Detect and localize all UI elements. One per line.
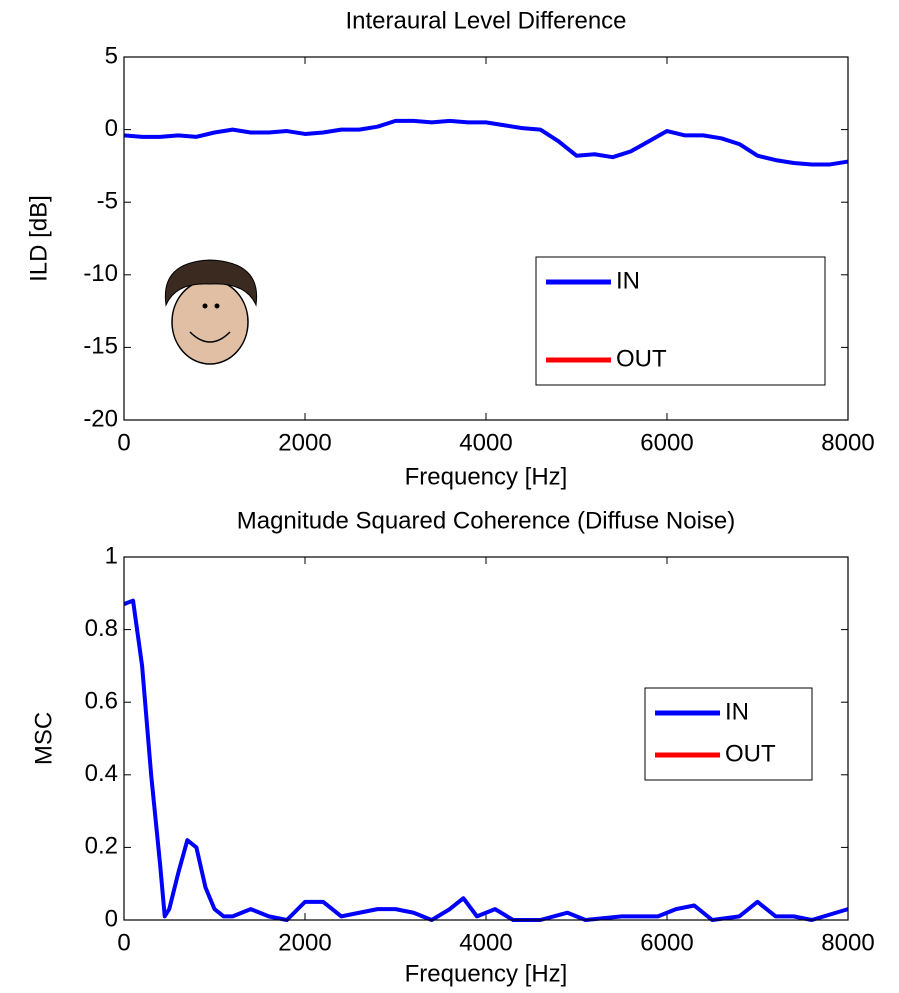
y-tick-label: 1 <box>105 542 118 569</box>
x-tick-label: 4000 <box>459 429 512 456</box>
y-tick-label: 0.2 <box>85 833 118 860</box>
x-tick-label: 0 <box>117 429 130 456</box>
y-tick-label: -5 <box>97 188 118 215</box>
x-tick-label: 8000 <box>821 929 874 956</box>
x-tick-label: 2000 <box>278 429 331 456</box>
legend-box <box>535 256 826 386</box>
face-icon <box>164 259 258 365</box>
y-tick-label: -20 <box>83 405 118 432</box>
y-tick-label: 0.4 <box>85 760 118 787</box>
chart-title: Magnitude Squared Coherence (Diffuse Noi… <box>237 507 736 534</box>
y-tick-label: -10 <box>83 260 118 287</box>
x-tick-label: 0 <box>117 929 130 956</box>
y-axis-label: ILD [dB] <box>25 195 52 282</box>
data-line <box>123 598 849 922</box>
axes-frame <box>123 56 849 421</box>
x-tick-label: 6000 <box>640 429 693 456</box>
chart-title: Interaural Level Difference <box>345 7 626 34</box>
legend-label: OUT <box>616 345 667 372</box>
y-axis-label: MSC <box>30 712 57 765</box>
x-tick-label: 6000 <box>640 929 693 956</box>
legend-label: OUT <box>725 740 776 767</box>
y-tick-label: 0.6 <box>85 688 118 715</box>
x-axis-label: Frequency [Hz] <box>405 960 568 987</box>
x-tick-label: 4000 <box>459 929 512 956</box>
axes-frame <box>123 556 849 921</box>
y-tick-label: 0.8 <box>85 615 118 642</box>
y-tick-label: 0 <box>105 905 118 932</box>
legend-label: IN <box>616 267 640 294</box>
data-line <box>123 118 849 167</box>
y-tick-label: 5 <box>105 42 118 69</box>
x-tick-label: 2000 <box>278 929 331 956</box>
legend-label: IN <box>725 698 749 725</box>
y-tick-label: 0 <box>105 115 118 142</box>
x-axis-label: Frequency [Hz] <box>405 463 568 490</box>
x-tick-label: 8000 <box>821 429 874 456</box>
legend-box <box>644 687 813 781</box>
y-tick-label: -15 <box>83 333 118 360</box>
